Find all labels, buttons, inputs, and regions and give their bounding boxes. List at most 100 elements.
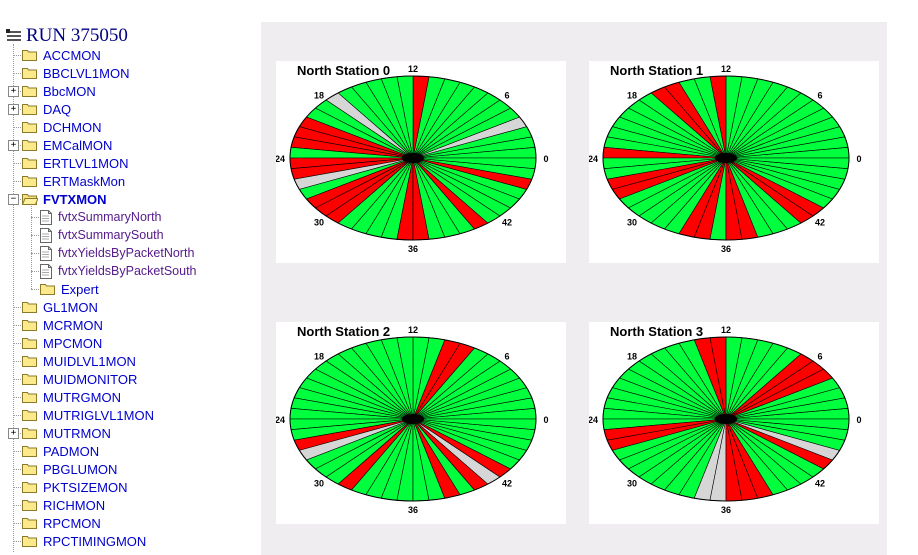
chart-outline bbox=[602, 75, 850, 241]
wedge-label-18: 18 bbox=[314, 351, 324, 361]
run-node[interactable]: RUN 375050 bbox=[6, 25, 128, 46]
folder-icon bbox=[22, 464, 37, 475]
wedge-label-42: 42 bbox=[815, 218, 825, 228]
tree-child-expert[interactable]: Expert bbox=[40, 280, 99, 298]
tree-item-label: BBCLVL1MON bbox=[43, 65, 130, 81]
chart-outline bbox=[289, 336, 537, 502]
folder-icon bbox=[22, 50, 37, 61]
tree-item-label: MCRMON bbox=[43, 317, 103, 333]
tree-item-label: MUIDLVL1MON bbox=[43, 353, 136, 369]
tree-item-rpctimingmon[interactable]: RPCTIMINGMON bbox=[22, 532, 146, 550]
expand-icon[interactable]: + bbox=[8, 104, 19, 115]
document-icon bbox=[40, 245, 52, 261]
tree-child-fvtxsummarynorth[interactable]: fvtxSummaryNorth bbox=[40, 208, 162, 226]
chart-hub bbox=[715, 153, 737, 163]
chart-hub bbox=[715, 414, 737, 424]
wedge-label-0: 0 bbox=[543, 154, 548, 164]
tree-item-pbglumon[interactable]: PBGLUMON bbox=[22, 460, 117, 478]
tree-branch-line bbox=[31, 289, 39, 290]
expand-icon[interactable]: + bbox=[8, 428, 19, 439]
folder-icon bbox=[22, 518, 37, 529]
tree-item-mpcmon[interactable]: MPCMON bbox=[22, 334, 102, 352]
folder-icon bbox=[22, 104, 37, 115]
tree-item-mutriglvl1mon[interactable]: MUTRIGLVL1MON bbox=[22, 406, 154, 424]
tree-item-fvtxmon[interactable]: FVTXMON bbox=[22, 190, 107, 208]
wedge-label-12: 12 bbox=[721, 325, 731, 335]
tree-item-emcalmon[interactable]: EMCalMON bbox=[22, 136, 112, 154]
tree-item-label: Expert bbox=[61, 281, 99, 297]
wedge-label-18: 18 bbox=[314, 90, 324, 100]
chart-title: North Station 0 bbox=[297, 63, 390, 78]
wedge-label-18: 18 bbox=[627, 90, 637, 100]
chart-north-station-1: North Station 1 12 6 0 42 36 30 24 18 bbox=[589, 61, 879, 263]
tree-item-label: MPCMON bbox=[43, 335, 103, 351]
tree-branch-line bbox=[13, 127, 21, 128]
tree-branch-line bbox=[13, 325, 21, 326]
wedge-label-30: 30 bbox=[314, 479, 324, 489]
wedge-label-36: 36 bbox=[408, 244, 418, 254]
wedge-label-12: 12 bbox=[408, 325, 418, 335]
tree-child-fvtxyieldsbypacketnorth[interactable]: fvtxYieldsByPacketNorth bbox=[40, 244, 194, 262]
tree-branch-line bbox=[13, 73, 21, 74]
tree-item-padmon[interactable]: PADMON bbox=[22, 442, 99, 460]
chart-title: North Station 2 bbox=[297, 324, 390, 339]
folder-icon bbox=[22, 176, 37, 187]
tree-branch-line bbox=[13, 541, 21, 542]
tree-child-guide-line bbox=[31, 204, 32, 289]
tree-item-label: EMCalMON bbox=[43, 137, 113, 153]
tree-branch-line bbox=[13, 487, 21, 488]
tree-branch-line bbox=[13, 343, 21, 344]
tree-item-bbcmon[interactable]: BbcMON bbox=[22, 82, 96, 100]
tree-item-richmon[interactable]: RICHMON bbox=[22, 496, 105, 514]
tree-item-ertlvl1mon[interactable]: ERTLVL1MON bbox=[22, 154, 129, 172]
tree-item-dchmon[interactable]: DCHMON bbox=[22, 118, 102, 136]
document-icon bbox=[40, 209, 52, 225]
tree-branch-line bbox=[31, 217, 39, 218]
wedge-label-30: 30 bbox=[627, 218, 637, 228]
tree-item-label: ERTMaskMon bbox=[43, 173, 126, 189]
tree-item-mcrmon[interactable]: MCRMON bbox=[22, 316, 103, 334]
tree-item-ertmaskmon[interactable]: ERTMaskMon bbox=[22, 172, 125, 190]
run-title: RUN 375050 bbox=[26, 25, 128, 46]
wedge-label-24: 24 bbox=[276, 415, 285, 425]
expand-icon[interactable]: + bbox=[8, 140, 19, 151]
tree-item-rpcmon[interactable]: RPCMON bbox=[22, 514, 101, 532]
folder-icon bbox=[40, 284, 55, 295]
folder-icon bbox=[22, 68, 37, 79]
tree-item-accmon[interactable]: ACCMON bbox=[22, 46, 101, 64]
wedge-label-6: 6 bbox=[504, 90, 509, 100]
tree-item-label: RPCMON bbox=[43, 515, 101, 531]
plot-panel: North Station 0 12 6 0 42 36 30 24 18 North Stat… bbox=[261, 22, 887, 555]
tree-branch-line bbox=[31, 235, 39, 236]
wedge-label-36: 36 bbox=[408, 505, 418, 515]
tree-item-muidlvl1mon[interactable]: MUIDLVL1MON bbox=[22, 352, 136, 370]
tree-branch-line bbox=[13, 469, 21, 470]
chart-hub bbox=[402, 153, 424, 163]
tree-child-fvtxyieldsbypacketsouth[interactable]: fvtxYieldsByPacketSouth bbox=[40, 262, 197, 280]
tree-item-muidmonitor[interactable]: MUIDMONITOR bbox=[22, 370, 137, 388]
tree-branch-line bbox=[13, 451, 21, 452]
tree-item-mutrmon[interactable]: MUTRMON bbox=[22, 424, 111, 442]
run-tree: RUN 375050 ACCMON BBCLVL1MON + BbcMON + DAQ DC… bbox=[0, 0, 260, 555]
collapse-icon[interactable]: − bbox=[8, 194, 19, 205]
wedge-label-0: 0 bbox=[856, 154, 861, 164]
chart-outline bbox=[289, 75, 537, 241]
folder-icon bbox=[22, 500, 37, 511]
chart-north-station-2: North Station 2 12 6 0 42 36 30 24 18 bbox=[276, 322, 566, 524]
chart-north-station-0: North Station 0 12 6 0 42 36 30 24 18 bbox=[276, 61, 566, 263]
tree-child-fvtxsummarysouth[interactable]: fvtxSummarySouth bbox=[40, 226, 164, 244]
folder-icon bbox=[22, 428, 37, 439]
tree-item-bbclvl1mon[interactable]: BBCLVL1MON bbox=[22, 64, 129, 82]
tree-item-label: fvtxYieldsByPacketSouth bbox=[58, 264, 197, 278]
wedge-label-12: 12 bbox=[408, 64, 418, 74]
run-list-icon bbox=[6, 29, 21, 41]
expand-icon[interactable]: + bbox=[8, 86, 19, 97]
chart-title: North Station 1 bbox=[610, 63, 703, 78]
tree-item-daq[interactable]: DAQ bbox=[22, 100, 71, 118]
tree-item-gl1mon[interactable]: GL1MON bbox=[22, 298, 98, 316]
tree-branch-line bbox=[13, 505, 21, 506]
tree-branch-line bbox=[13, 181, 21, 182]
tree-item-mutrgmon[interactable]: MUTRGMON bbox=[22, 388, 121, 406]
tree-item-pktsizemon[interactable]: PKTSIZEMON bbox=[22, 478, 128, 496]
tree-branch-line bbox=[13, 397, 21, 398]
